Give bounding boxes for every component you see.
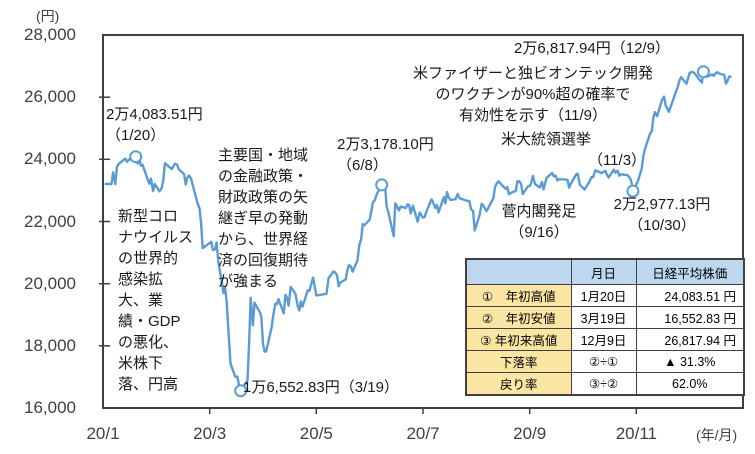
annotation-us-election-date: （11/3） [587, 152, 647, 169]
key-point-marker [129, 150, 143, 164]
table-cell: ① 年初高値 [465, 284, 572, 307]
table-header-row: 月日 日経平均株価 [465, 258, 745, 285]
annotation-mar-low: 1万6,552.83円（3/19） [243, 379, 399, 396]
y-tick-label: 20,000 [24, 273, 76, 293]
x-tick-label: 20/7 [406, 424, 440, 443]
table-row: ② 年初安値 3月19日 16,552.83 円 [465, 306, 745, 329]
table-cell: 16,552.83 円 [635, 306, 745, 329]
annotation-policy-response: 主要国・地域 の金融政策・ 財政政策の矢 継ぎ早の発動 から、世界経 済の回復期待 が強まる [218, 147, 309, 290]
table-cell: ③÷② [570, 372, 637, 396]
table-cell: ③ 年初来高値 [465, 328, 572, 351]
key-point-marker [375, 178, 389, 192]
table-row: ① 年初高値 1月20日 24,083.51 円 [465, 284, 745, 307]
table-row: ③ 年初来高値 12月9日 26,817.94 円 [465, 328, 745, 351]
table-cell: 62.0% [635, 372, 745, 396]
key-point-marker [626, 184, 640, 198]
key-point-marker [696, 65, 710, 79]
annotation-oct-low: 2万2,977.13円 （10/30） [613, 196, 711, 234]
table-cell: 12月9日 [570, 328, 637, 351]
table-cell: ② 年初安値 [465, 306, 572, 329]
x-tick-label: 20/3 [193, 424, 227, 443]
y-tick-label: 22,000 [24, 211, 76, 231]
y-axis-unit-label: (円) [36, 8, 60, 24]
x-tick-label: 20/1 [86, 424, 120, 443]
table-cell: 戻り率 [465, 372, 572, 396]
table-cell: 24,083.51 円 [635, 284, 745, 307]
table-cell: ▲ 31.3% [635, 350, 745, 373]
table-cell: ②÷① [570, 350, 637, 373]
annotation-jun-high: 2万3,178.10円 （6/8） [337, 136, 434, 174]
nikkei-price-line [104, 70, 732, 392]
key-point-marker [234, 384, 248, 398]
table-header-cell [465, 258, 572, 285]
table-cell: 3月19日 [570, 306, 637, 329]
x-axis-unit-label: (年/月) [696, 427, 738, 443]
table-row: 戻り率 ③÷② 62.0% [465, 372, 745, 396]
table-header-cell: 月日 [570, 258, 637, 285]
annotation-us-election: 米大統領選挙 [500, 131, 592, 148]
annotation-dec-high: 2万6,817.94円（12/9） [514, 40, 670, 57]
annotation-jan-high: 2万4,083.51円 （1/20） [106, 106, 203, 144]
x-tick-label: 20/5 [299, 424, 333, 443]
x-tick-label: 20/11 [615, 424, 657, 443]
table-row: 下落率 ②÷① ▲ 31.3% [465, 350, 745, 373]
annotation-suga-cabinet: 菅内閣発足 （9/16） [501, 203, 577, 241]
y-tick-label: 24,000 [24, 149, 76, 169]
table-cell: 1月20日 [570, 284, 637, 307]
annotation-covid-impact: 新型コロ ナウイルス の世界的 感染拡 大、業 績・GDP の悪化、 米株下 落、円高 [118, 208, 194, 393]
x-tick-label: 20/9 [513, 424, 547, 443]
summary-table-header: 月日 日経平均株価 [465, 258, 745, 285]
table-cell: 下落率 [465, 350, 572, 373]
annotation-vaccine-news: 米ファイザーと独ビオンテック開発 のワクチンが90%超の確率で 有効性を示す（11/… [412, 65, 654, 124]
y-tick-label: 28,000 [24, 25, 76, 44]
y-tick-label: 26,000 [24, 87, 76, 107]
table-cell: 26,817.94 円 [635, 328, 745, 351]
table-header-cell: 日経平均株価 [635, 258, 745, 285]
y-tick-label: 18,000 [24, 335, 76, 355]
y-tick-label: 16,000 [24, 398, 76, 417]
